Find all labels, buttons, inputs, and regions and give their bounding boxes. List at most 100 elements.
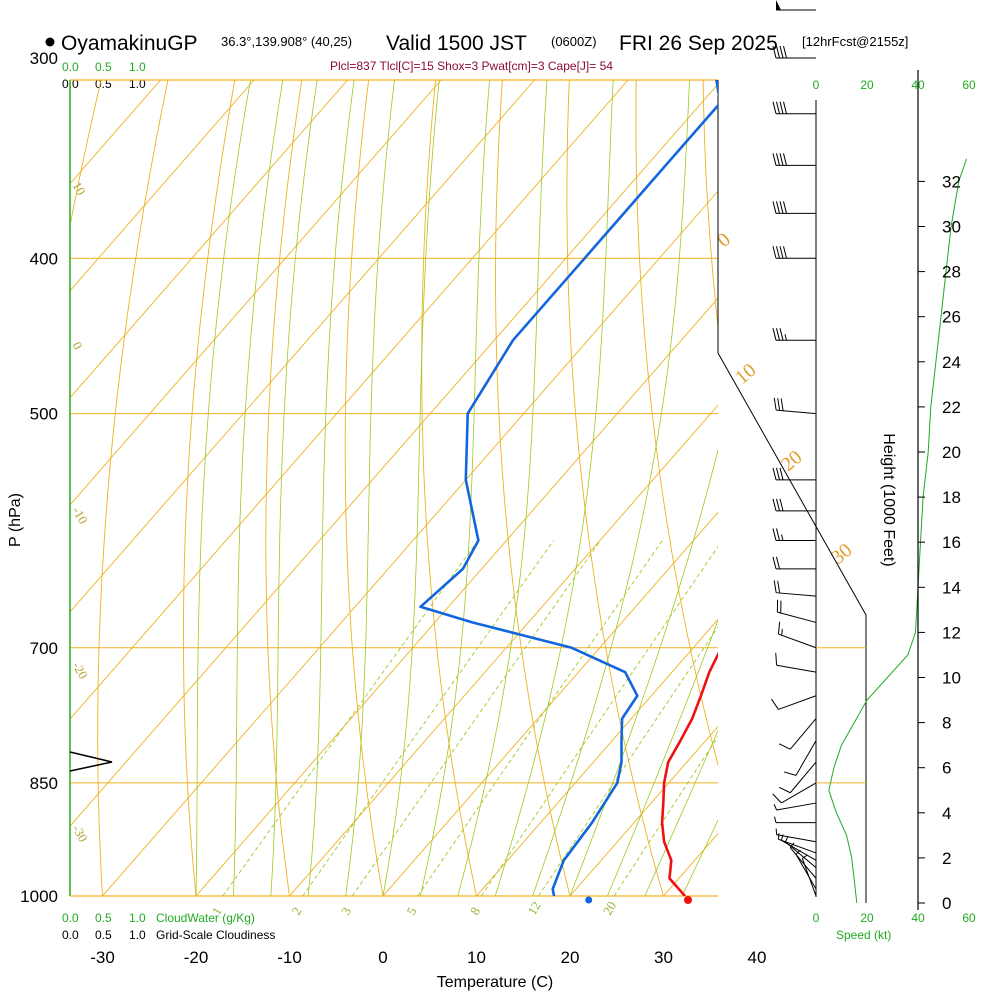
speed-tick-top: 60 [962, 78, 976, 92]
cloudiness-marker [69, 751, 113, 772]
moist-adiabat [233, 80, 284, 896]
cloudiness-bot-0: 0.0 [62, 928, 79, 942]
wind-barb [772, 201, 816, 214]
height-tick-label: 6 [942, 759, 951, 778]
dewpoint-line [419, 80, 718, 896]
dry-adiabat [421, 80, 477, 896]
station-coords: 36.3°,139.908° (40,25) [221, 34, 352, 49]
stability-indices: Plcl=837 Tlcl[C]=15 Shox=3 Pwat[cm]=3 Ca… [330, 59, 613, 73]
moist-adiabat [494, 80, 614, 896]
wind-barb [772, 556, 816, 570]
temperature-tick-label: -20 [184, 948, 209, 967]
x-axis-label: Temperature (C) [437, 974, 553, 991]
moist-adiabat [644, 729, 718, 896]
cloudwater-bot-1: 1.0 [129, 911, 146, 925]
temperature-tick-label: 30 [654, 948, 673, 967]
moist-adiabat [345, 80, 395, 896]
height-tick-label: 0 [942, 894, 951, 913]
wind-barb [777, 621, 817, 649]
mixing-ratio-label: 8 [467, 904, 483, 917]
wind-barb [772, 246, 816, 259]
dry-adiabat [182, 80, 236, 896]
isotherm-line [70, 83, 718, 827]
isotherm-line [70, 80, 161, 185]
wind-barb [776, 599, 817, 623]
wind-barb [778, 718, 817, 750]
cloudwater-top-1: 1.0 [129, 60, 146, 74]
surface-dewpoint-marker [585, 896, 593, 904]
moist-adiabat [457, 80, 548, 896]
isotherm-line [70, 80, 442, 506]
height-tick-label: 8 [942, 714, 951, 733]
dry-adiabat [566, 80, 664, 896]
wind-barb [780, 834, 817, 861]
mixing-ratio-label: 5 [403, 904, 419, 917]
speed-tick-bottom: 0 [813, 911, 820, 925]
mixing-ratio-label: 2 [288, 904, 304, 917]
dry-adiabat [495, 80, 571, 896]
isotherm-line [195, 297, 718, 896]
moist-adiabat [420, 80, 490, 896]
isotherm-line [70, 80, 535, 613]
cloudiness-top-05: 0.5 [95, 77, 112, 91]
pressure-tick-label: 300 [30, 49, 58, 68]
height-tick-label: 16 [942, 533, 961, 552]
height-tick-label: 4 [942, 804, 951, 823]
cloudwater-bot-0: 0.0 [62, 911, 79, 925]
temperature-tick-label: 0 [378, 948, 387, 967]
cloudiness-top-1: 1.0 [129, 77, 146, 91]
speed-tick-bottom: 40 [911, 911, 925, 925]
wind-barb [777, 833, 817, 854]
pressure-tick-label: 500 [30, 405, 58, 424]
wind-speed-profile [828, 158, 967, 904]
dry-adiabat [702, 80, 718, 331]
wind-barb [772, 467, 816, 481]
bullet-icon [45, 37, 55, 47]
speed-tick-bottom: 60 [962, 911, 976, 925]
pressure-tick-label: 850 [30, 774, 58, 793]
speed-tick-top: 0 [813, 78, 820, 92]
cloudiness-bot-05: 0.5 [95, 928, 112, 942]
height-tick-label: 12 [942, 623, 961, 642]
mixing-ratio-line [538, 626, 718, 896]
isotherm-line [569, 725, 718, 896]
dry-adiabat [97, 80, 169, 896]
moist-adiabat [270, 80, 318, 896]
wind-barb [783, 740, 817, 776]
moist-adiabat [382, 80, 440, 896]
forecast-tag: [12hrFcst@2155z] [802, 34, 908, 49]
mixing-ratio-line [480, 545, 718, 896]
wind-barb [773, 580, 817, 597]
moist-adiabat [307, 80, 355, 896]
isotherm-line [757, 80, 1000, 896]
height-tick-label: 2 [942, 849, 951, 868]
isotherm-line [102, 190, 718, 896]
speed-tick-bottom: 20 [860, 911, 874, 925]
dry-adiabat [955, 0, 1000, 896]
height-tick-label: 20 [942, 443, 961, 462]
zulu-time: (0600Z) [551, 34, 597, 49]
wind-barb [774, 816, 816, 824]
pressure-tick-label: 1000 [20, 887, 58, 906]
dry-adiabat [265, 80, 303, 896]
panel-boundary [717, 352, 867, 903]
valid-time: Valid 1500 JST [386, 32, 527, 55]
isotherm-label: -30 [69, 822, 91, 845]
isotherm-label: -10 [69, 504, 91, 527]
isotherm-line [70, 80, 255, 292]
height-tick-label: 26 [942, 308, 961, 327]
cloudiness-axis-label: Grid-Scale Cloudiness [156, 928, 275, 942]
parcel-line [813, 34, 824, 204]
pressure-tick-label: 700 [30, 639, 58, 658]
height-tick-label: 10 [942, 669, 961, 688]
mixing-ratio-line [613, 735, 718, 896]
isotherm-line [476, 618, 718, 896]
wind-barb [772, 782, 817, 804]
cloudiness-bot-1: 1.0 [129, 928, 146, 942]
wind-barb [772, 45, 816, 59]
cloudwater-bot-05: 0.5 [95, 911, 112, 925]
isotherm-label: 0 [713, 229, 735, 252]
mixing-ratio-line [351, 540, 601, 896]
wind-barb [772, 528, 816, 541]
